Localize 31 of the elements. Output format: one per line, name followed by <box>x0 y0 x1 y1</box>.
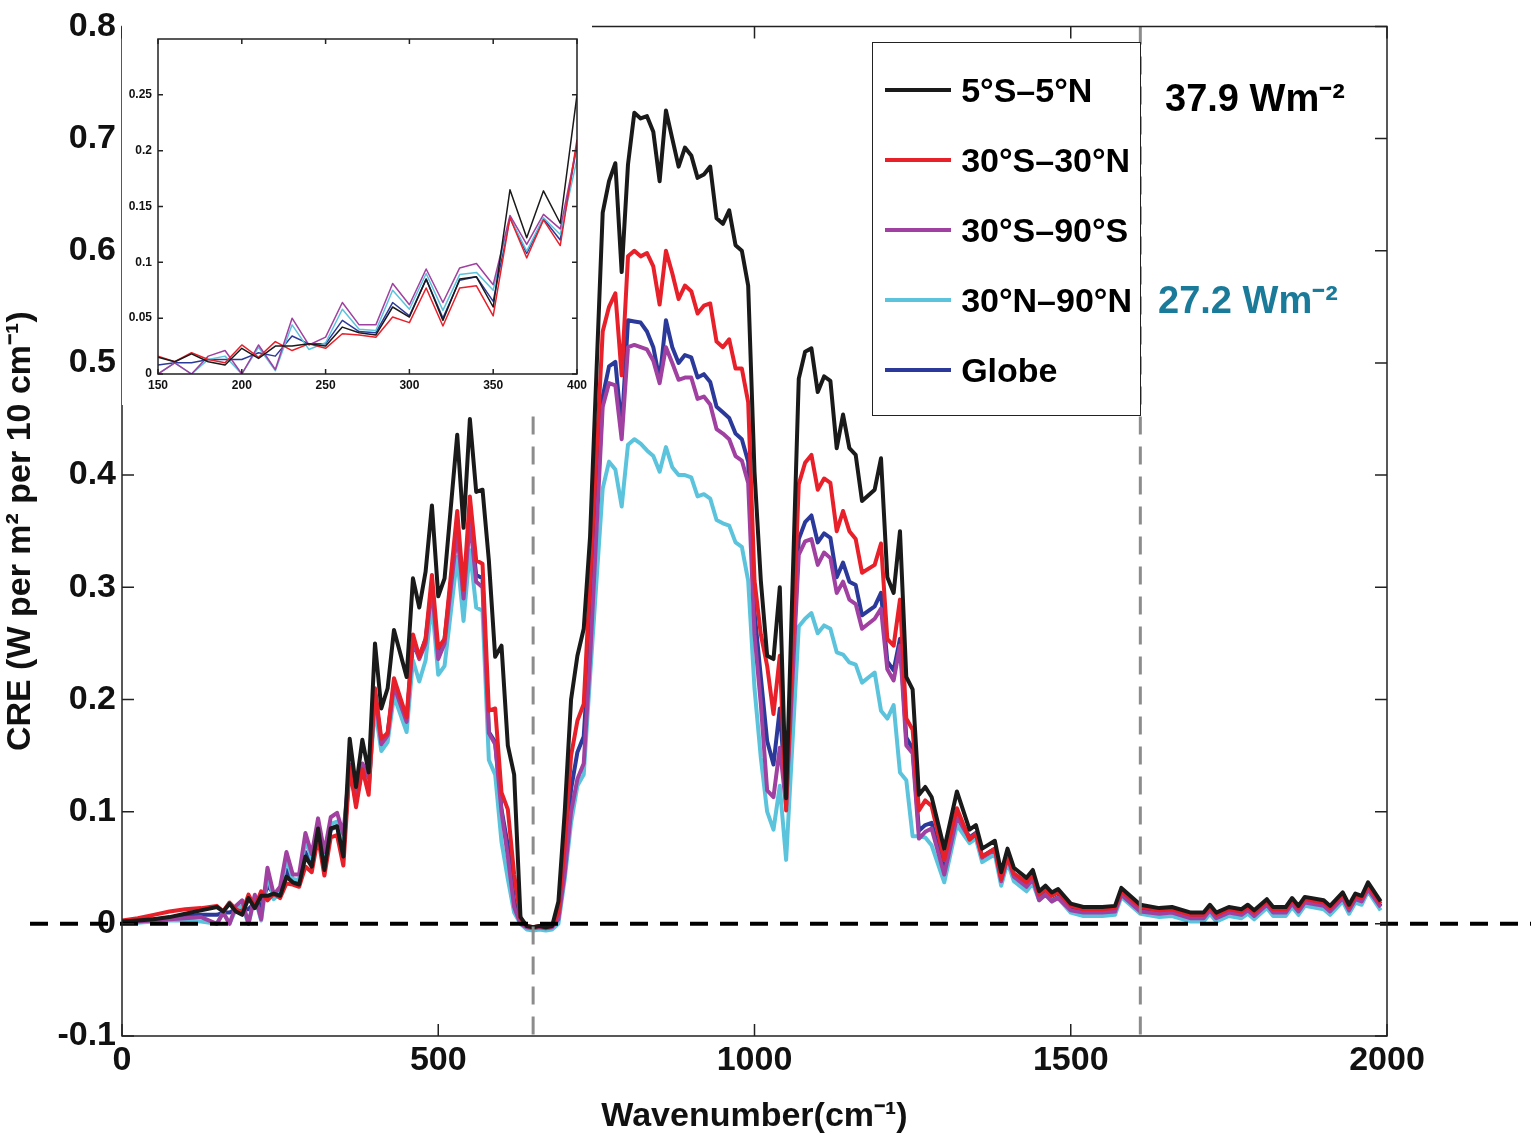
y-tick-label: 0.8 <box>68 4 116 43</box>
x-tick-label: 350 <box>483 377 504 392</box>
y-tick-label: 0.5 <box>68 341 116 380</box>
legend-label: 5°S–5°N <box>961 70 1093 111</box>
annotation: 27.2 Wm⁻² <box>1158 278 1338 323</box>
x-tick-label: 1500 <box>1032 1038 1109 1077</box>
x-tick-label: 2000 <box>1349 1038 1425 1077</box>
y-tick-label: 0.1 <box>68 790 116 829</box>
legend-label: Globe <box>961 350 1058 391</box>
x-tick-label: 300 <box>399 377 420 392</box>
y-tick-label: 0.15 <box>128 198 153 213</box>
x-tick-label: 200 <box>231 377 253 392</box>
legend-label: 30°S–90°S <box>961 210 1129 251</box>
legend-label: 30°S–30°N <box>961 140 1131 181</box>
x-tick-label: 500 <box>409 1038 467 1077</box>
y-tick-label: 0.1 <box>135 254 153 269</box>
annotation: 37.9 Wm⁻² <box>1165 76 1345 121</box>
y-tick-label: 0.25 <box>128 87 153 102</box>
y-tick-label: 0.3 <box>68 565 116 604</box>
y-tick-label: 0.4 <box>68 453 117 492</box>
x-tick-label: 400 <box>566 377 588 392</box>
y-tick-label: 0.05 <box>128 310 153 325</box>
x-tick-label: 1000 <box>716 1038 793 1077</box>
y-axis-title: CRE (W per m² per 10 cm⁻¹) <box>0 311 37 752</box>
y-tick-label: 0.7 <box>68 116 116 155</box>
legend-label: 30°N–90°N <box>961 280 1132 321</box>
y-tick-label: 0.6 <box>68 229 116 268</box>
y-tick-label: 0.2 <box>68 677 116 716</box>
x-axis-title: Wavenumber(cm⁻¹) <box>601 1094 908 1133</box>
x-tick-label: 250 <box>315 377 336 392</box>
y-tick-label: 0.2 <box>135 142 153 157</box>
